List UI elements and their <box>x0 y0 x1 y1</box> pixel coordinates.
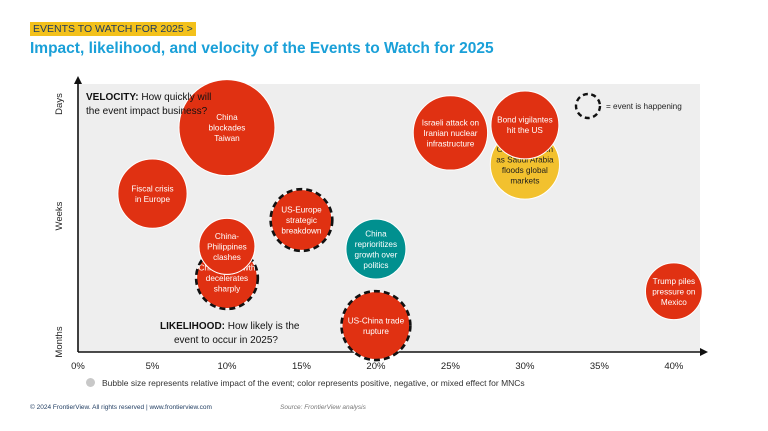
section-tag: EVENTS TO WATCH FOR 2025 > <box>30 22 196 36</box>
x-tick-label: 20% <box>366 361 386 372</box>
happening-legend-text: = event is happening <box>606 102 682 111</box>
bubble-label: China <box>365 229 387 238</box>
bubble-label: Trump piles <box>653 277 695 286</box>
velocity-line2: the event impact business? <box>86 106 208 117</box>
copyright: © 2024 FrontierView. All rights reserved… <box>30 404 212 411</box>
annotations: VELOCITY: How quickly will the event impa… <box>86 92 682 346</box>
likelihood-line2: event to occur in 2025? <box>174 335 278 346</box>
likelihood-line1: LIKELIHOOD: How likely is the <box>160 321 300 332</box>
size-note-dot <box>86 378 95 387</box>
bubble: Israeli attack on Iranian nuclearinfrastr… <box>412 95 489 171</box>
bubble-label: China- <box>215 232 239 241</box>
bubble-label: growth over <box>355 250 398 259</box>
bubble-circle <box>117 158 188 229</box>
bubble-label: Mexico <box>661 298 687 307</box>
bubble: Fiscal crisis in Europe <box>117 158 188 229</box>
bubble-circle <box>345 218 407 280</box>
bubble-circle <box>412 95 489 171</box>
bubble-label: hit the US <box>507 126 543 135</box>
bubble-label: Israeli attack on <box>422 118 480 127</box>
x-tick-label: 10% <box>217 361 237 372</box>
x-tick-label: 15% <box>292 361 312 372</box>
bubble-label: US-Europe <box>281 206 322 215</box>
bubble-happening-ring <box>269 187 334 253</box>
y-tick-label: Days <box>54 93 65 115</box>
velocity-line1-text: How quickly will <box>139 92 212 103</box>
bubble-label: breakdown <box>281 227 322 236</box>
bubble-circle <box>198 217 256 275</box>
bubble-label: sharply <box>214 285 241 294</box>
page-title: Impact, likelihood, and velocity of the … <box>30 40 494 57</box>
bubble-label: pressure on <box>652 287 696 296</box>
bubble-label: Fiscal crisis <box>131 184 173 193</box>
bubble-circle <box>644 262 703 321</box>
bubble-front: China-Philippines clashes <box>198 217 256 275</box>
happening-legend-ring <box>574 92 602 120</box>
bubble-label: markets <box>510 176 539 185</box>
x-tick-label: 40% <box>664 361 684 372</box>
bubble-label: infrastructure <box>427 139 475 148</box>
velocity-line1: VELOCITY: How quickly will <box>86 92 211 103</box>
bubble-label: Philippines <box>207 242 247 251</box>
x-tick-label: 35% <box>590 361 610 372</box>
bubble-label: floods global <box>502 166 548 175</box>
source-note: Source: FrontierView analysis <box>280 404 366 411</box>
bubble-label: decelerates <box>206 274 248 283</box>
bubble-label: Iranian nuclear <box>423 129 477 138</box>
x-tick-label: 0% <box>71 361 85 372</box>
bubble-label: politics <box>363 261 388 270</box>
x-axis-arrow <box>700 348 708 356</box>
bubble-label: Taiwan <box>214 134 240 143</box>
bubble-circle <box>178 79 276 177</box>
bubble-label: in Europe <box>135 195 170 204</box>
bubble-label: reprioritizes <box>355 240 397 249</box>
bubble-circle <box>490 90 560 160</box>
size-note: Bubble size represents relative impact o… <box>86 378 525 388</box>
bubble-label: rupture <box>363 327 389 336</box>
bubble-label: as Saudi Arabia <box>496 155 554 164</box>
likelihood-line1-text: How likely is the <box>225 321 300 332</box>
velocity-line1-prefix: VELOCITY: <box>86 92 139 103</box>
bubble-label: US-China trade <box>348 316 405 325</box>
bubble-label: China <box>216 113 238 122</box>
bubble-label: clashes <box>213 253 241 262</box>
y-tick-label: Months <box>54 326 65 357</box>
bubble-label: blockades <box>209 124 246 133</box>
size-note-text: Bubble size represents relative impact o… <box>102 378 525 388</box>
bubble-happening-ring <box>340 289 412 362</box>
y-axis-arrow <box>74 76 82 84</box>
y-tick-label: Weeks <box>54 201 65 230</box>
likelihood-line1-prefix: LIKELIHOOD: <box>160 321 225 332</box>
bubble-label: Bond vigilantes <box>497 116 553 125</box>
bubble: US-China trade rupture <box>340 289 412 362</box>
x-tick-label: 5% <box>146 361 160 372</box>
x-tick-label: 25% <box>441 361 461 372</box>
bubble-label: strategic <box>286 216 317 225</box>
x-tick-label: 30% <box>515 361 535 372</box>
